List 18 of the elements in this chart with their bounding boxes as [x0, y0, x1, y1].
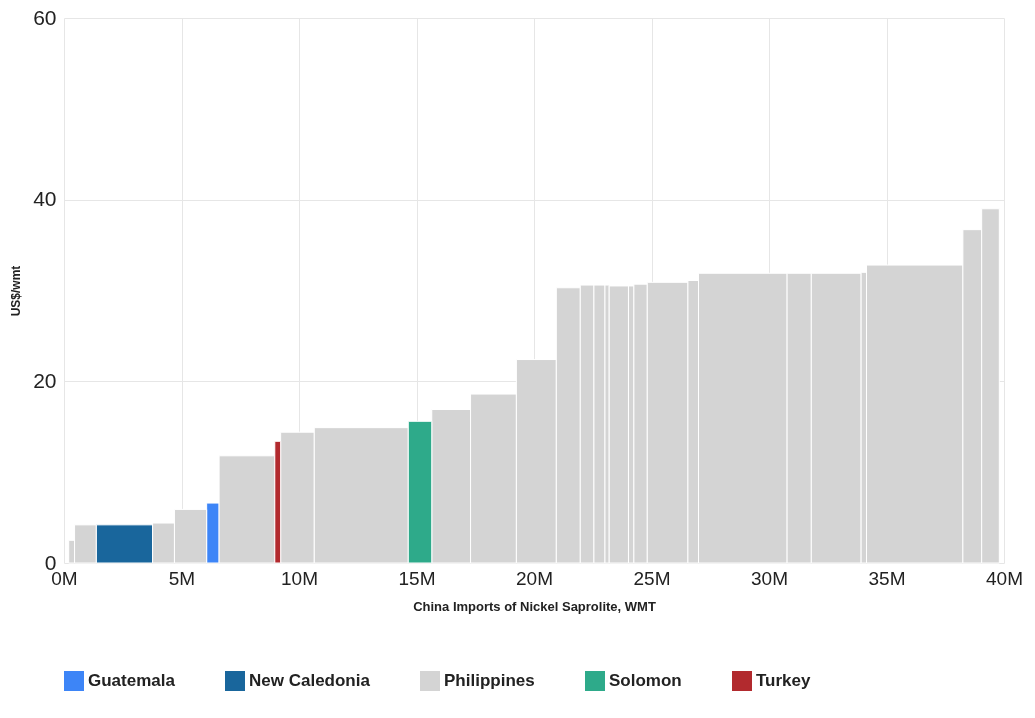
- x-axis-title: China Imports of Nickel Saprolite, WMT: [413, 598, 656, 614]
- x-tick-label: 40M: [986, 567, 1023, 589]
- legend-label: Solomon: [609, 671, 682, 690]
- y-tick-label: 20: [33, 368, 57, 392]
- x-tick-label: 15M: [398, 567, 436, 589]
- x-tick-label: 25M: [633, 567, 671, 589]
- legend-label: Turkey: [756, 671, 812, 690]
- legend-label: Guatemala: [88, 671, 176, 690]
- y-tick-label: 40: [33, 187, 57, 211]
- x-tick-label: 20M: [516, 567, 553, 589]
- legend-label: New Caledonia: [249, 671, 371, 690]
- x-tick-label: 10M: [281, 567, 318, 589]
- y-tick-label: 60: [33, 5, 57, 29]
- x-tick-label: 5M: [168, 567, 196, 589]
- x-tick-label: 30M: [751, 567, 788, 589]
- legend-label: Philippines: [444, 671, 535, 690]
- x-tick-label: 35M: [868, 567, 906, 589]
- y-axis-title: US$/wmt: [9, 265, 24, 317]
